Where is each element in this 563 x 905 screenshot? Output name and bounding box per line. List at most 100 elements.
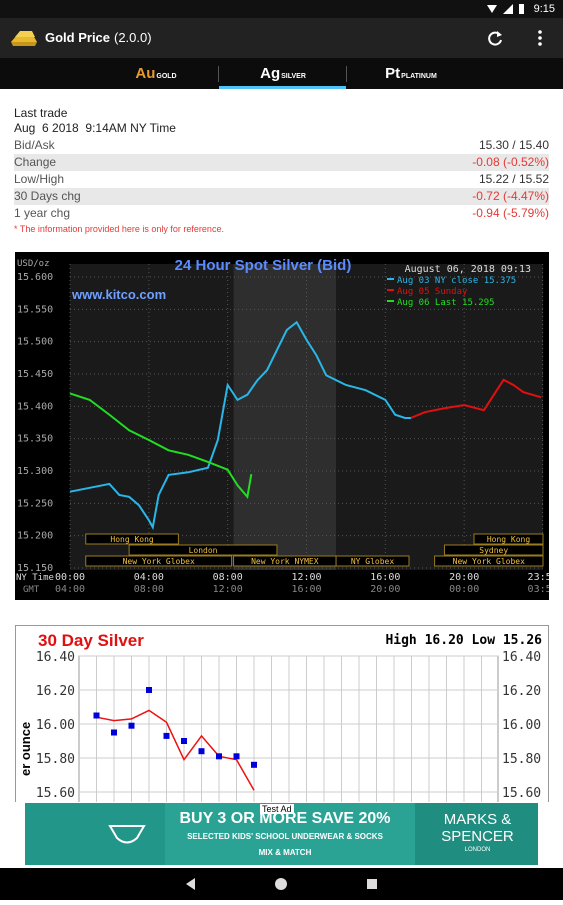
price-line [69,320,411,531]
x-tick-label: 00:00 [55,572,85,583]
legend-entry: Aug 05 Sunday [397,287,468,297]
chart-title: 30 Day Silver [38,631,144,650]
clock: 9:15 [533,3,555,15]
nav-bar [0,868,563,900]
session-label: NY Globex [351,557,395,566]
site-label: www.kitco.com [71,287,166,302]
gmt-tick-label: 04:00 [55,584,85,595]
gmt-tick-label: 08:00 [134,584,164,595]
tab-bar: AuGOLD AgSILVER PtPLATINUM [0,58,563,89]
x-tick-label: 04:00 [134,572,164,583]
session-label: Hong Kong [110,535,154,544]
y-tick-label: 15.600 [17,272,53,283]
x-axis-label: NY Time [16,573,54,583]
x-axis-label: GMT [23,585,40,595]
app-version: (2.0.0) [114,30,152,45]
price-line [69,392,253,500]
row-value: -0.08 (-0.52%) [472,155,549,169]
tab-silver[interactable]: AgSILVER [219,58,347,89]
session-box [443,544,544,556]
y-tick-label: 15.250 [17,498,53,509]
price-point [251,761,257,768]
tab-symbol: Pt [385,65,401,82]
row-value: -0.72 (-4.47%) [472,189,549,203]
trade-row: Low/High 15.22 / 15.52 [14,171,549,188]
chart-title: 24 Hour Spot Silver (Bid) [175,257,352,274]
y-tick-label: 15.150 [17,563,53,574]
session-box [473,533,544,545]
session-label: Sydney [479,546,508,555]
gmt-tick-label: 20:00 [370,584,400,595]
ad-subline: SELECTED KIDS' SCHOOL UNDERWEAR & SOCKS [187,832,383,841]
y-tick-label: 15.300 [17,466,53,477]
refresh-button[interactable] [485,28,505,48]
status-bar: 9:15 [0,0,563,18]
trade-row: 30 Days chg -0.72 (-4.47%) [14,188,549,205]
session-box [85,533,179,545]
price-point [93,712,100,719]
y-tick-label-right: 16.20 [502,684,541,699]
price-point [146,687,152,693]
tab-gold[interactable]: AuGOLD [92,58,220,89]
y-tick-label: 15.200 [17,531,53,542]
status-icons [487,4,524,14]
tab-label: GOLD [156,73,177,80]
y-tick-label: 16.00 [36,718,75,733]
session-box [434,555,544,567]
y-tick-label: 16.20 [36,684,75,699]
x-tick-label: 08:00 [213,572,243,583]
price-point [216,753,222,760]
x-tick-label: 16:00 [370,572,400,583]
x-tick-label: 20:00 [449,572,479,583]
x-tick-label: 23:59 [528,572,549,583]
legend-swatch [387,300,394,302]
y-tick-label: 15.400 [17,401,53,412]
ad-headline: BUY 3 OR MORE SAVE 20% [179,810,391,827]
tab-platinum[interactable]: PtPLATINUM [347,58,475,89]
menu-button[interactable] [532,28,548,48]
session-label: Hong Kong [487,535,531,544]
tab-indicator [219,86,346,89]
gmt-tick-label: 03:59 [528,584,549,595]
recents-button[interactable] [367,879,377,889]
chart-24h: 15.150 15.200 15.250 15.300 15.350 15.400 15.4… [15,252,549,600]
high-low: High 16.20 Low 15.26 [385,633,542,648]
y-tick-label-right: 15.80 [502,752,541,767]
timestamp: August 06, 2018 09:13 [405,264,531,275]
legend-entry: Aug 03 NY close 15.375 [397,276,516,286]
chart-30d-frame: 30 Day Silver High 16.20 Low 15.26 er ounc… [15,625,549,802]
tab-symbol: Au [135,65,156,82]
ad-brand-city: LONDON [464,847,491,853]
price-line [410,378,542,419]
x-tick-label: 12:00 [291,572,321,583]
y-tick-label: 15.500 [17,337,53,348]
back-button[interactable] [186,878,195,890]
y-tick-label: 15.80 [36,752,75,767]
ad-banner[interactable]: BUY 3 OR MORE SAVE 20% SELECTED KIDS' SC… [25,803,538,865]
legend-swatch [387,278,394,280]
row-label: Change [14,155,57,169]
tab-label: PLATINUM [401,73,437,80]
row-value: -0.94 (-5.79%) [472,206,549,220]
y-tick-label: 15.350 [17,434,53,445]
price-point [198,748,205,755]
tab-symbol: Ag [260,65,281,82]
row-label: Low/High [14,172,65,186]
tab-label: SILVER [281,73,306,80]
gmt-tick-label: 00:00 [449,584,479,595]
y-tick-label-right: 16.40 [502,650,541,665]
ad-tag: Test Ad [260,804,294,814]
chart-30d: 30 Day Silver High 16.20 Low 15.26 er ounc… [18,631,542,802]
ad-cta: MIX & MATCH [258,848,312,857]
price-point [163,732,170,739]
session-label: London [189,546,218,555]
gmt-tick-label: 12:00 [213,584,243,595]
y-tick-label: 16.40 [36,650,75,665]
home-button[interactable] [275,878,287,890]
ad-icon [108,825,146,844]
price-line [96,709,255,791]
app-title: Gold Price [45,30,111,45]
unit-label: USD/oz [17,259,50,269]
highlight-band [233,264,337,570]
